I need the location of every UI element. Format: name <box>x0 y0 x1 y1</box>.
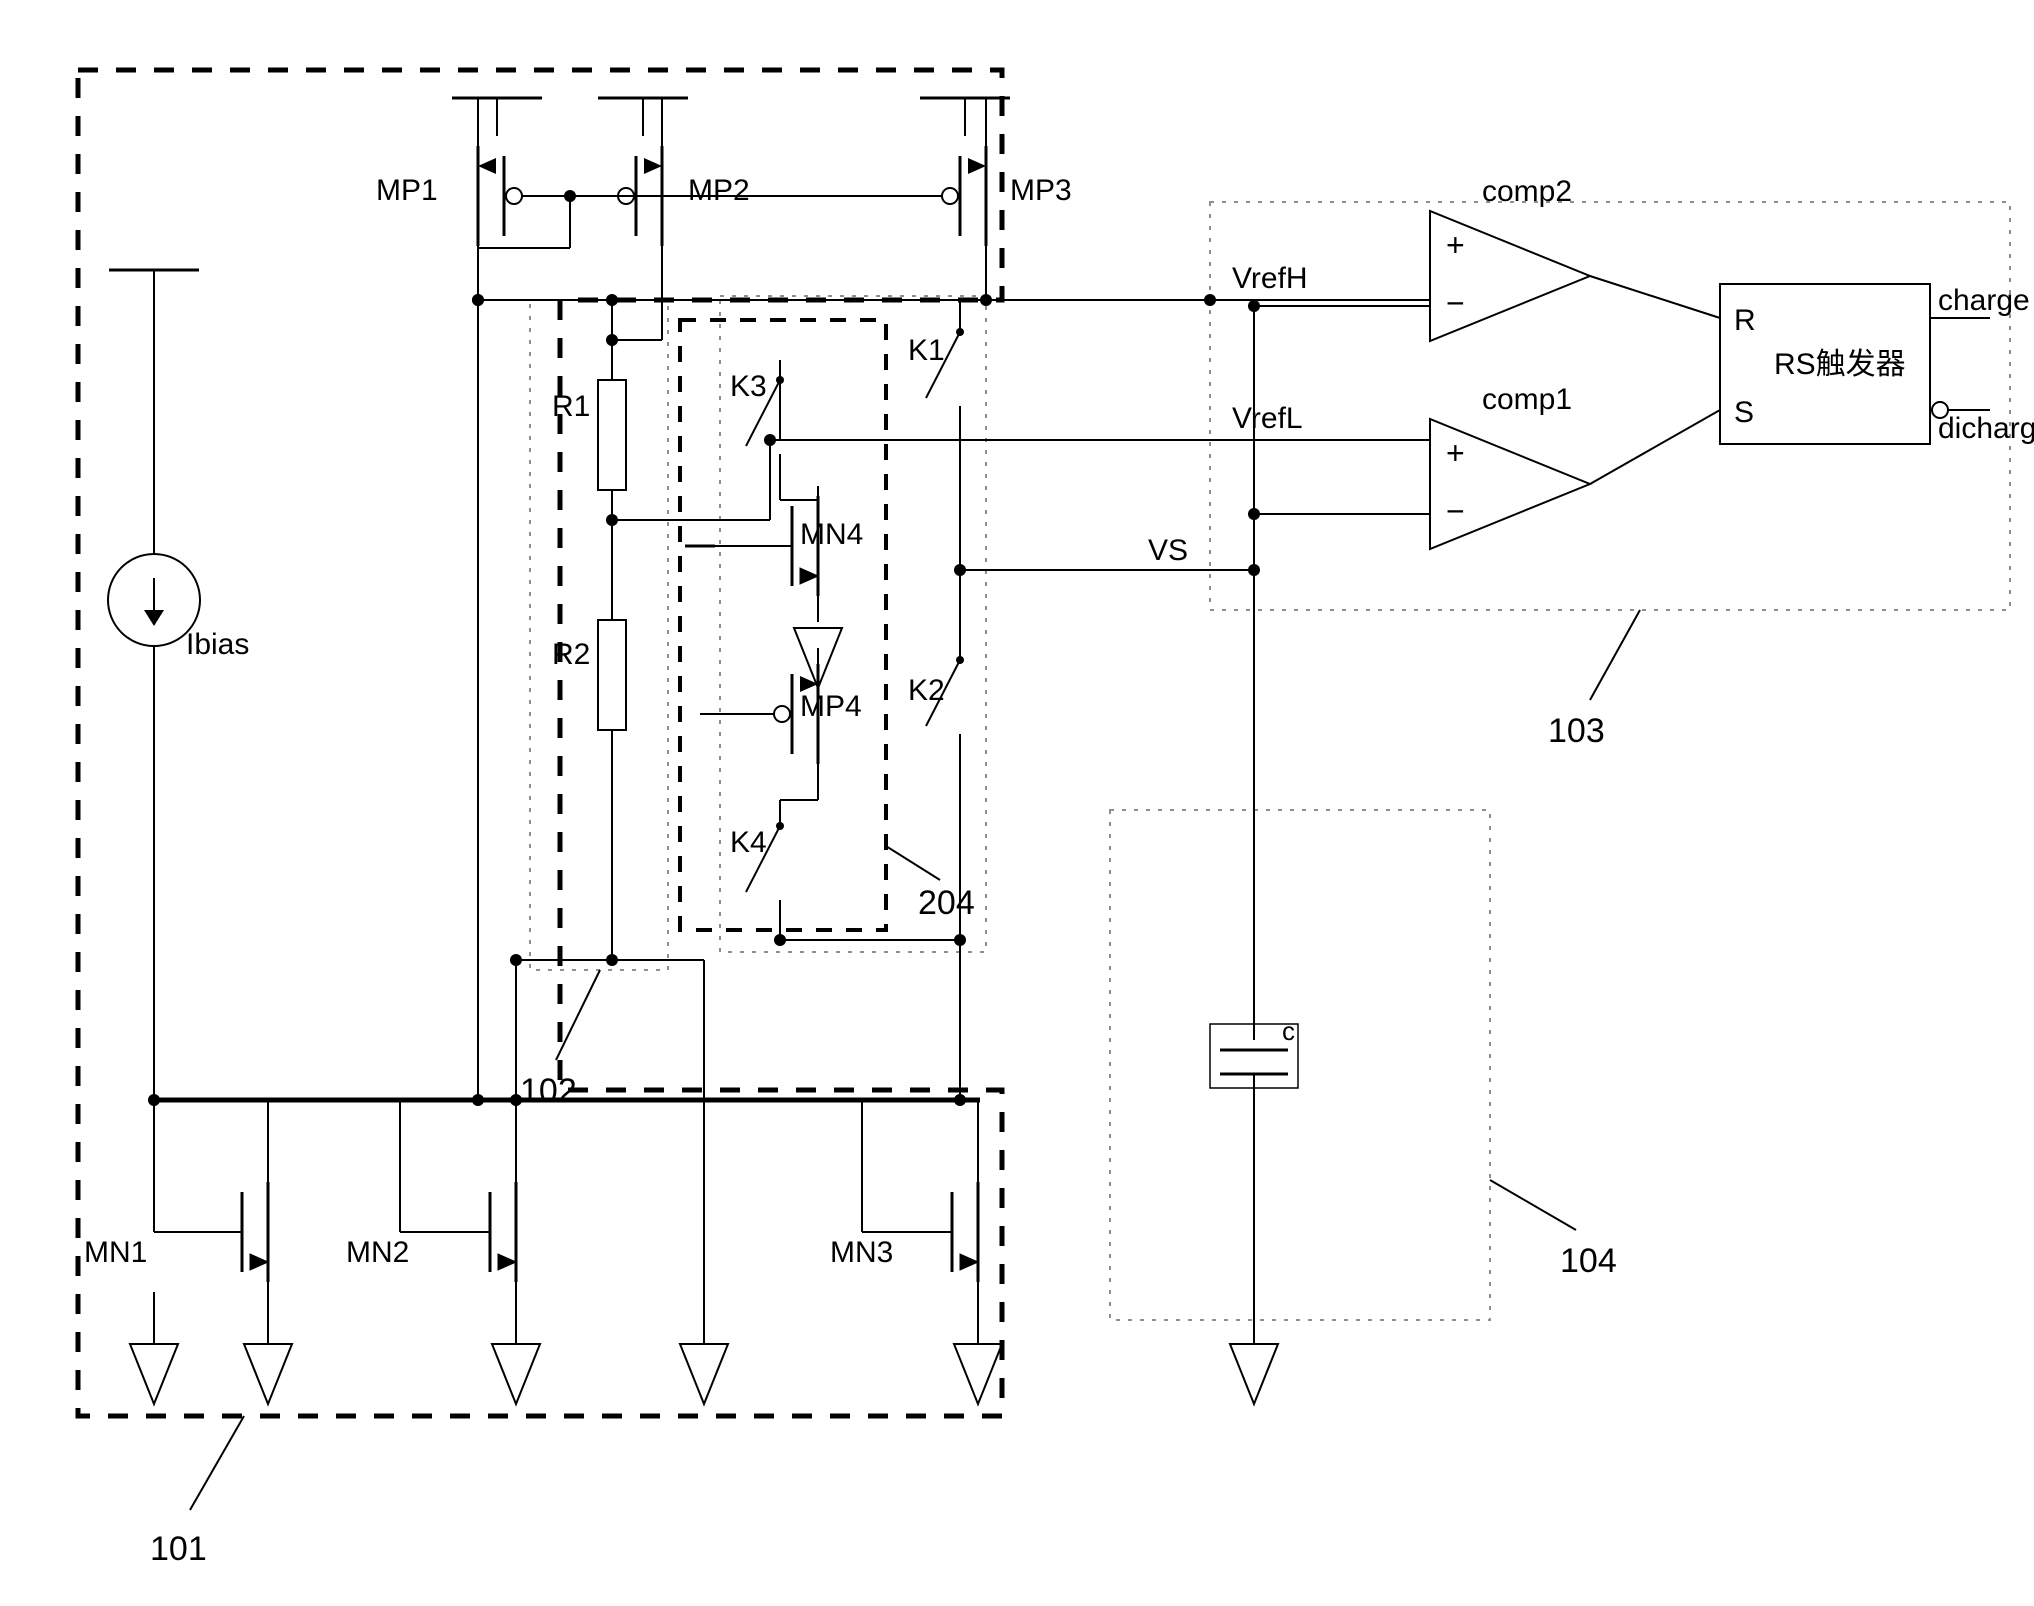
label-comp2: comp2 <box>1482 175 1572 208</box>
label-104: 104 <box>1560 1242 1617 1280</box>
label-MN1: MN1 <box>84 1236 147 1269</box>
label-102: 102 <box>520 1072 577 1110</box>
label-MN2: MN2 <box>346 1236 409 1269</box>
label-R1: R1 <box>552 390 590 423</box>
label-R: R <box>1734 304 1756 337</box>
label-K3: K3 <box>730 370 767 403</box>
label-charge: charge <box>1938 284 2030 317</box>
label-Ibias: Ibias <box>186 628 249 661</box>
label-MN3: MN3 <box>830 1236 893 1269</box>
label-discharge: dicharge <box>1938 412 2034 445</box>
label-R2: R2 <box>552 638 590 671</box>
: + <box>1446 435 1465 471</box>
label-K1: K1 <box>908 334 945 367</box>
label-MP2: MP2 <box>688 174 750 207</box>
label-K2: K2 <box>908 674 945 707</box>
label-rs: RS触发器 <box>1774 348 1906 381</box>
: − <box>1446 285 1465 321</box>
label-K4: K4 <box>730 826 767 859</box>
label-MN4: MN4 <box>800 518 863 551</box>
label-101: 101 <box>150 1530 207 1568</box>
label-S: S <box>1734 396 1754 429</box>
label-vrefl: VrefL <box>1232 402 1303 435</box>
label-c: c <box>1282 1016 1295 1046</box>
label-MP1: MP1 <box>376 174 438 207</box>
label-comp1: comp1 <box>1482 383 1572 416</box>
: + <box>1446 227 1465 263</box>
label-vs: VS <box>1148 534 1188 567</box>
label-204: 204 <box>918 884 975 922</box>
: − <box>1446 493 1465 529</box>
label-vrefh: VrefH <box>1232 262 1308 295</box>
label-MP3: MP3 <box>1010 174 1072 207</box>
label-MP4: MP4 <box>800 690 862 723</box>
label-103: 103 <box>1548 712 1605 750</box>
